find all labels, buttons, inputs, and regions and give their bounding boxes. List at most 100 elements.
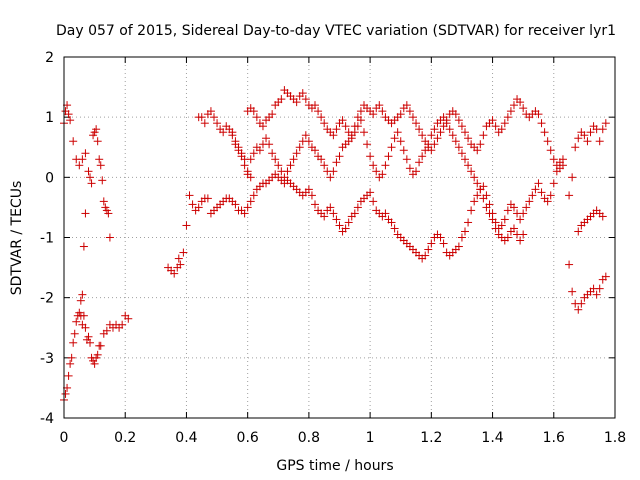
data-point-marker: [243, 203, 252, 212]
data-point-marker: [209, 113, 218, 122]
data-point-marker: [470, 173, 479, 182]
data-point-marker: [317, 113, 326, 122]
data-point-marker: [332, 215, 341, 224]
data-point-marker: [405, 107, 414, 116]
y-tick-label: 1: [45, 110, 54, 126]
data-point-marker: [549, 179, 558, 188]
data-point-marker: [491, 224, 500, 233]
data-point-marker: [118, 320, 127, 329]
data-point-marker: [461, 227, 470, 236]
y-tick-label: 0: [45, 170, 54, 186]
x-tick-label: 1.2: [420, 430, 442, 446]
data-point-marker: [568, 173, 577, 182]
data-point-marker: [320, 119, 329, 128]
data-point-marker: [338, 116, 347, 125]
x-tick-label: 0.8: [298, 430, 320, 446]
data-point-marker: [598, 212, 607, 221]
data-point-marker: [231, 140, 240, 149]
data-point-marker: [252, 113, 261, 122]
data-point-marker: [64, 110, 73, 119]
data-point-marker: [213, 119, 222, 128]
data-point-marker: [99, 197, 108, 206]
data-point-marker: [537, 119, 546, 128]
data-point-marker: [335, 221, 344, 230]
data-point-marker: [583, 137, 592, 146]
data-point-marker: [317, 155, 326, 164]
data-point-marker: [311, 146, 320, 155]
data-point-marker: [436, 128, 445, 137]
x-tick-labels: 0 0.2 0.4 0.6 0.8 1 1.2 1.4 1.6 1.8: [60, 430, 627, 446]
data-point-marker: [335, 152, 344, 161]
data-point-marker: [268, 149, 277, 158]
data-point-marker: [390, 224, 399, 233]
data-point-marker: [81, 209, 90, 218]
data-point-marker: [509, 224, 518, 233]
data-point-marker: [301, 95, 310, 104]
data-point-marker: [72, 317, 81, 326]
data-point-marker: [479, 194, 488, 203]
data-point-marker: [378, 170, 387, 179]
data-point-marker: [574, 305, 583, 314]
data-point-marker: [506, 107, 515, 116]
data-point-marker: [402, 155, 411, 164]
data-point-marker: [200, 119, 209, 128]
data-point-marker: [516, 98, 525, 107]
x-tick-label: 1.8: [604, 430, 626, 446]
data-point-marker: [516, 236, 525, 245]
data-point-marker: [249, 149, 258, 158]
data-point-marker: [350, 128, 359, 137]
data-point-marker: [78, 155, 87, 164]
data-point-marker: [96, 341, 105, 350]
data-point-marker: [503, 233, 512, 242]
data-point-marker: [402, 101, 411, 110]
data-point-marker: [286, 161, 295, 170]
data-point-marker: [366, 152, 375, 161]
data-point-marker: [497, 125, 506, 134]
data-point-marker: [540, 128, 549, 137]
data-point-marker: [341, 122, 350, 131]
data-point-marker: [516, 215, 525, 224]
data-point-marker: [525, 197, 534, 206]
data-point-marker: [86, 338, 95, 347]
data-point-marker: [390, 134, 399, 143]
chart-title: Day 057 of 2015, Sidereal Day-to-day VTE…: [56, 23, 616, 39]
data-point-marker: [84, 332, 93, 341]
data-point-marker: [249, 107, 258, 116]
data-point-marker: [228, 131, 237, 140]
data-point-marker: [262, 134, 271, 143]
data-point-marker: [292, 98, 301, 107]
x-tick-label: 0: [60, 430, 69, 446]
data-point-marker: [347, 134, 356, 143]
data-point-marker: [464, 218, 473, 227]
data-point-marker: [311, 101, 320, 110]
data-point-marker: [436, 233, 445, 242]
data-point-marker: [329, 131, 338, 140]
data-point-marker: [405, 164, 414, 173]
data-point-marker: [457, 122, 466, 131]
data-point-marker: [98, 176, 107, 185]
data-point-marker: [326, 203, 335, 212]
data-point-marker: [179, 248, 188, 257]
data-point-marker: [433, 134, 442, 143]
data-point-marker: [271, 155, 280, 164]
data-point-marker: [384, 152, 393, 161]
data-point-marker: [485, 209, 494, 218]
data-point-marker: [488, 116, 497, 125]
data-point-marker: [307, 191, 316, 200]
data-point-marker: [79, 242, 88, 251]
data-point-marker: [558, 161, 567, 170]
data-point-marker: [476, 140, 485, 149]
data-point-marker: [81, 149, 90, 158]
data-point-marker: [500, 119, 509, 128]
data-point-marker: [531, 185, 540, 194]
data-point-marker: [203, 194, 212, 203]
data-point-marker: [482, 203, 491, 212]
data-point-marker: [61, 389, 70, 398]
x-tick-label: 0.4: [175, 430, 197, 446]
data-point-marker: [473, 146, 482, 155]
data-point-marker: [66, 359, 75, 368]
x-tick-label: 1.6: [543, 430, 565, 446]
data-point-marker: [280, 173, 289, 182]
data-point-marker: [176, 260, 185, 269]
